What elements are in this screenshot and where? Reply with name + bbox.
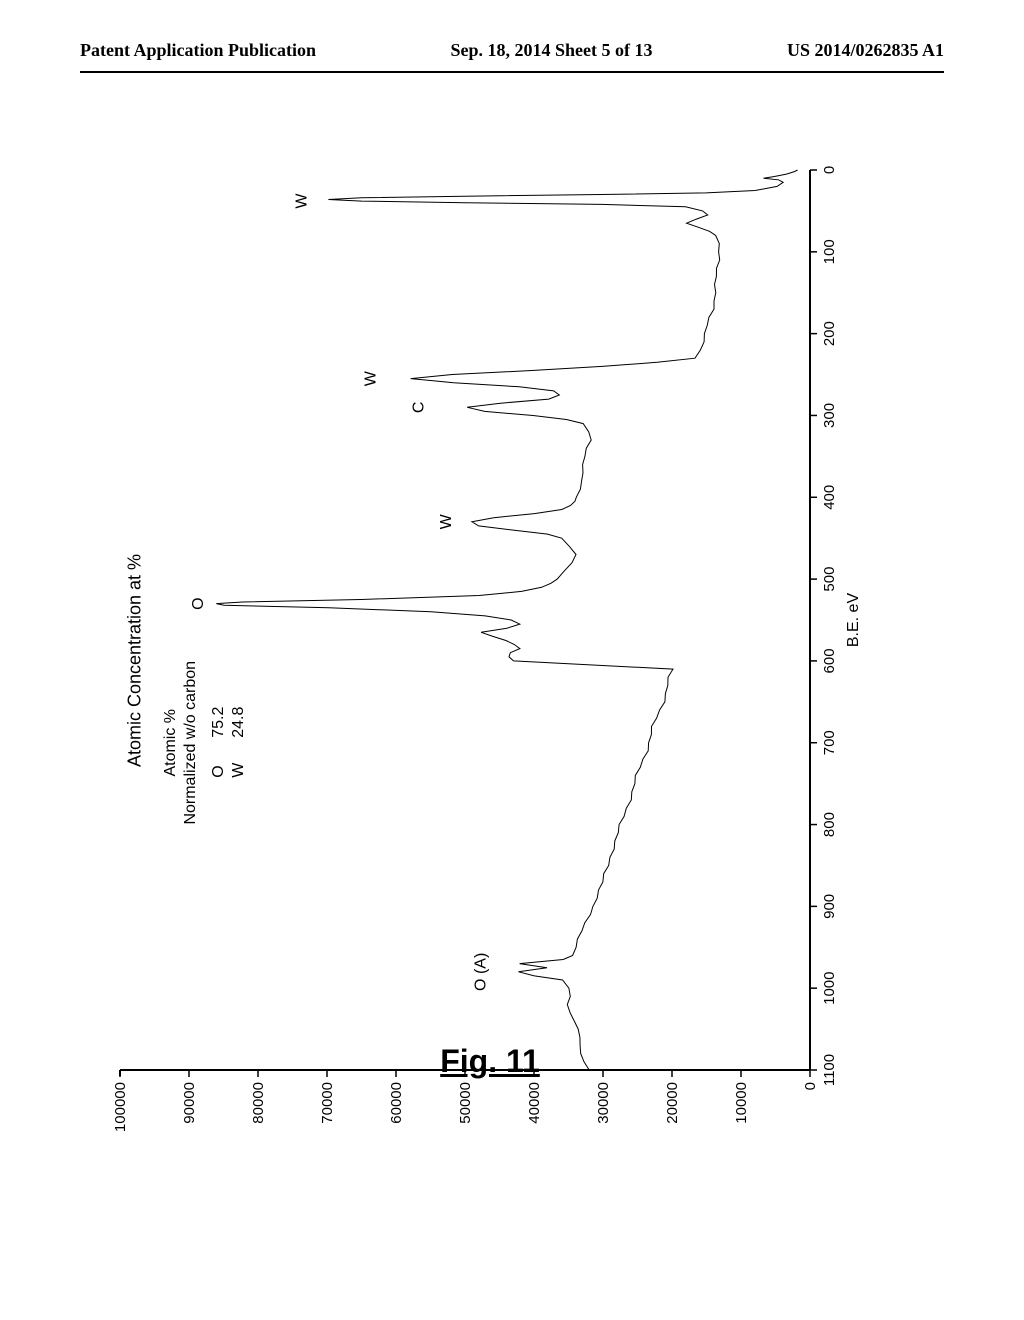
x-tick-label: 100 (821, 239, 838, 264)
header: Patent Application Publication Sep. 18, … (0, 40, 1024, 73)
x-tick-label: 0 (821, 166, 838, 174)
x-tick-label: 900 (821, 894, 838, 919)
x-tick-label: 800 (821, 812, 838, 837)
x-tick-label: 600 (821, 648, 838, 673)
header-row: Patent Application Publication Sep. 18, … (80, 40, 944, 61)
figure-label: Fig. 11 (440, 1043, 540, 1080)
x-tick-label: 300 (821, 403, 838, 428)
x-tick-label: 700 (821, 730, 838, 755)
header-center: Sep. 18, 2014 Sheet 5 of 13 (451, 40, 653, 61)
figure-area: 0100002000030000400005000060000700008000… (100, 150, 880, 1150)
page: Patent Application Publication Sep. 18, … (0, 0, 1024, 1320)
x-tick-label: 500 (821, 567, 838, 592)
x-axis-label: B.E. eV (845, 593, 862, 648)
xps-spectrum-chart: 0100002000030000400005000060000700008000… (100, 150, 880, 1150)
x-tick-label: 400 (821, 485, 838, 510)
legend-element: O (210, 765, 227, 777)
legend-element: W (230, 762, 247, 778)
y-tick-label: 60000 (388, 1082, 405, 1124)
legend-value: 24.8 (230, 706, 247, 737)
y-tick-label: 70000 (319, 1082, 336, 1124)
header-right: US 2014/0262835 A1 (787, 40, 944, 61)
peak-label: W (362, 370, 379, 386)
x-tick-label: 200 (821, 321, 838, 346)
y-tick-label: 20000 (664, 1082, 681, 1124)
legend-value: 75.2 (210, 706, 227, 737)
y-tick-label: 10000 (733, 1082, 750, 1124)
y-tick-label: 30000 (595, 1082, 612, 1124)
legend-subtitle: Normalized w/o carbon (182, 661, 199, 825)
y-tick-label: 50000 (457, 1082, 474, 1124)
y-axis-label: Atomic Concentration at % (125, 554, 146, 767)
peak-label: W (293, 193, 310, 209)
y-tick-label: 0 (802, 1082, 819, 1090)
peak-label: O (190, 597, 207, 609)
peak-label: W (438, 513, 455, 529)
header-divider (80, 71, 944, 73)
x-tick-label: 1100 (821, 1054, 838, 1086)
x-tick-label: 1000 (821, 971, 838, 1004)
y-tick-label: 100000 (112, 1082, 129, 1132)
legend-title: Atomic % (162, 709, 179, 777)
header-left: Patent Application Publication (80, 40, 316, 61)
y-tick-label: 90000 (181, 1082, 198, 1124)
peak-label: C (411, 401, 428, 413)
y-tick-label: 40000 (526, 1082, 543, 1124)
peak-label: O (A) (473, 953, 490, 991)
y-tick-label: 80000 (250, 1082, 267, 1124)
